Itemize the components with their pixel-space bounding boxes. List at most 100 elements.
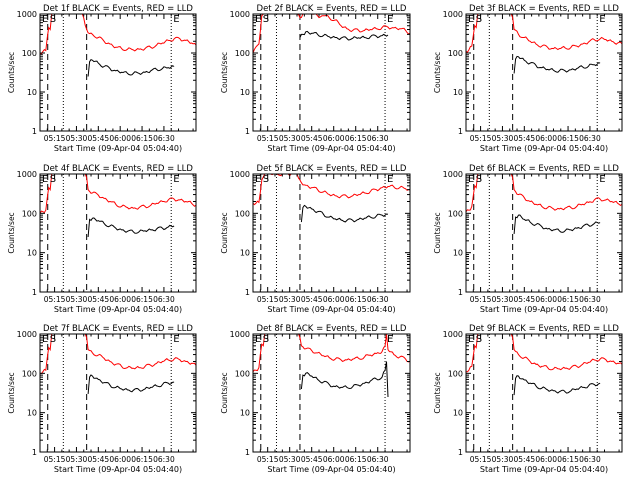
y-tick-label: 1000: [230, 170, 250, 179]
x-tick-label: 05:30: [492, 134, 514, 143]
panel-title: Det 8f BLACK = Events, RED = LLD: [257, 324, 407, 334]
y-tick-label: 100: [235, 49, 250, 58]
x-tick-label: 06:15: [131, 455, 153, 464]
x-tick-label: 05:45: [301, 455, 323, 464]
y-axis-label: Counts/sec: [433, 372, 442, 413]
y-tick-label: 10: [27, 249, 37, 258]
lld-series-line: [40, 174, 196, 214]
x-tick-label: 06:15: [345, 455, 367, 464]
chart-panel-1: 1 10 100 1000 05:15 05:30 05:45 06:00 06:15 06:30…: [7, 4, 197, 153]
marker-label-s: S: [263, 14, 269, 25]
x-tick-label: 05:15: [257, 455, 279, 464]
x-tick-label: 06:30: [153, 455, 175, 464]
events-series-line: [513, 214, 601, 234]
y-tick-label: 1000: [443, 170, 463, 179]
y-tick-label: 10: [27, 88, 37, 97]
x-tick-label: 06:15: [131, 134, 153, 143]
y-tick-label: 1: [458, 448, 463, 457]
marker-label-e: E: [173, 334, 179, 345]
chart-panel-2: 1 10 100 1000 05:15 05:30 05:45 06:00 06:15 06:30…: [220, 4, 411, 153]
y-axis-label: Counts/sec: [7, 52, 16, 93]
lld-series-line: [253, 14, 410, 54]
y-tick-label: 1: [32, 127, 37, 136]
x-tick-label: 05:30: [279, 295, 301, 304]
events-series-line: [513, 375, 601, 396]
x-tick-label: 06:15: [557, 455, 579, 464]
x-tick-label: 05:45: [514, 134, 536, 143]
x-tick-label: 05:30: [492, 295, 514, 304]
y-tick-label: 10: [453, 249, 463, 258]
panel-title: Det 7f BLACK = Events, RED = LLD: [43, 324, 193, 334]
x-tick-label: 05:15: [470, 134, 492, 143]
events-series-line: [87, 58, 175, 77]
events-series-line: [513, 55, 601, 74]
x-tick-label: 05:30: [279, 134, 301, 143]
y-axis-label: Counts/sec: [220, 52, 229, 93]
y-tick-label: 1000: [443, 330, 463, 339]
y-tick-label: 1000: [230, 330, 250, 339]
x-tick-label: 06:15: [345, 134, 367, 143]
y-tick-label: 100: [235, 369, 250, 378]
x-axis-label: Start Time (09-Apr-04 05:04:40): [480, 144, 608, 153]
y-tick-label: 10: [453, 88, 463, 97]
lld-series-line: [253, 174, 410, 206]
y-tick-label: 100: [448, 49, 463, 58]
panel-title: Det 4f BLACK = Events, RED = LLD: [43, 164, 193, 174]
lld-series-line: [466, 174, 622, 213]
marker-label-e: E: [42, 334, 48, 345]
y-tick-label: 1000: [17, 330, 37, 339]
y-tick-label: 1000: [443, 10, 463, 19]
x-tick-label: 06:00: [323, 455, 345, 464]
y-tick-label: 10: [240, 249, 250, 258]
marker-label-e: E: [387, 14, 393, 25]
x-tick-label: 05:15: [257, 134, 279, 143]
marker-label-e: E: [599, 14, 605, 25]
x-axis-label: Start Time (09-Apr-04 05:04:40): [267, 144, 395, 153]
x-tick-label: 05:45: [301, 134, 323, 143]
y-tick-label: 10: [240, 88, 250, 97]
panel-title: Det 9f BLACK = Events, RED = LLD: [469, 324, 619, 334]
marker-label-s: S: [263, 334, 269, 345]
marker-label-e: E: [599, 174, 605, 185]
x-tick-label: 06:00: [535, 134, 557, 143]
marker-label-s: S: [50, 14, 56, 25]
y-tick-label: 1: [245, 448, 250, 457]
x-tick-label: 06:30: [367, 295, 389, 304]
chart-panel-7: 1 10 100 1000 05:15 05:30 05:45 06:00 06:15 06:30…: [7, 324, 197, 474]
x-tick-label: 06:30: [367, 455, 389, 464]
x-axis-label: Start Time (09-Apr-04 05:04:40): [267, 465, 395, 474]
panel-title: Det 6f BLACK = Events, RED = LLD: [469, 164, 619, 174]
y-tick-label: 100: [448, 369, 463, 378]
events-series-line: [87, 374, 175, 394]
x-axis-label: Start Time (09-Apr-04 05:04:40): [480, 465, 608, 474]
plot-frame: [39, 173, 197, 293]
x-tick-label: 05:30: [66, 134, 88, 143]
x-tick-label: 06:30: [579, 134, 601, 143]
x-tick-label: 06:30: [153, 134, 175, 143]
y-tick-label: 1000: [17, 170, 37, 179]
marker-label-e: E: [387, 334, 393, 345]
y-tick-label: 10: [453, 409, 463, 418]
x-tick-label: 05:45: [88, 134, 110, 143]
marker-label-e: E: [468, 334, 474, 345]
plot-frame: [465, 173, 623, 293]
x-axis-label: Start Time (09-Apr-04 05:04:40): [480, 305, 608, 314]
x-tick-label: 06:30: [579, 455, 601, 464]
x-axis-label: Start Time (09-Apr-04 05:04:40): [54, 144, 182, 153]
events-series-line: [300, 204, 389, 223]
x-tick-label: 05:30: [66, 295, 88, 304]
chart-panel-6: 1 10 100 1000 05:15 05:30 05:45 06:00 06:15 06:30…: [433, 164, 623, 314]
x-tick-label: 05:30: [66, 455, 88, 464]
plot-frame: [465, 333, 623, 453]
x-tick-label: 06:00: [535, 455, 557, 464]
lld-series-line: [466, 334, 622, 373]
x-tick-label: 06:15: [345, 295, 367, 304]
x-axis-label: Start Time (09-Apr-04 05:04:40): [267, 305, 395, 314]
x-tick-label: 06:00: [109, 455, 131, 464]
marker-label-e: E: [387, 174, 393, 185]
x-tick-label: 06:00: [109, 295, 131, 304]
y-tick-label: 100: [235, 209, 250, 218]
x-tick-label: 05:30: [492, 455, 514, 464]
lld-series-line: [253, 334, 410, 373]
